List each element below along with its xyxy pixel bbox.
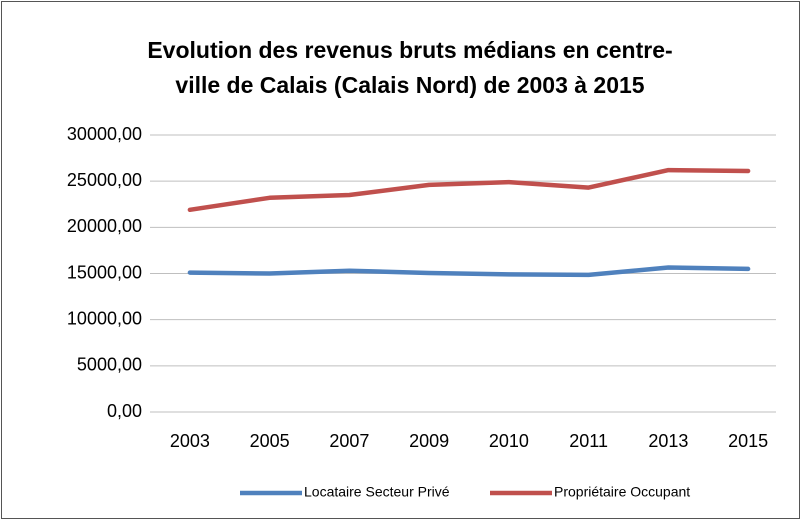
x-tick-label: 2003	[170, 431, 210, 451]
x-tick-label: 2013	[648, 431, 688, 451]
x-tick-label: 2007	[329, 431, 369, 451]
series-line	[187, 265, 751, 278]
x-tick-label: 2011	[569, 431, 608, 451]
series-line	[187, 167, 751, 213]
y-tick-label: 0,00	[107, 401, 142, 421]
y-tick-label: 25000,00	[67, 170, 142, 190]
x-tick-label: 2010	[489, 431, 529, 451]
chart-title: ville de Calais (Calais Nord) de 2003 à …	[175, 72, 644, 98]
x-tick-label: 2015	[728, 431, 768, 451]
y-tick-label: 30000,00	[67, 124, 142, 144]
x-tick-label: 2005	[250, 431, 290, 451]
legend-label: Locataire Secteur Privé	[304, 484, 450, 500]
y-tick-label: 15000,00	[67, 262, 142, 282]
legend-label: Propriétaire Occupant	[554, 484, 690, 500]
y-tick-label: 5000,00	[77, 355, 142, 375]
chart-title: Evolution des revenus bruts médians en c…	[147, 37, 672, 63]
x-tick-label: 2009	[409, 431, 449, 451]
y-tick-label: 10000,00	[67, 308, 142, 328]
y-tick-label: 20000,00	[67, 216, 142, 236]
